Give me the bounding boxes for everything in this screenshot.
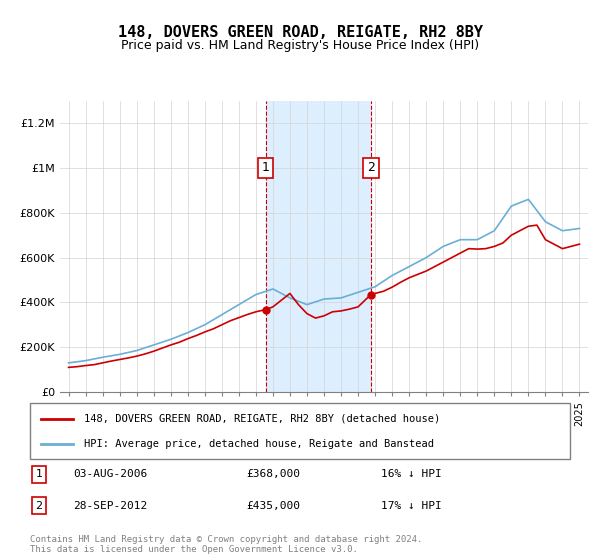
Text: 148, DOVERS GREEN ROAD, REIGATE, RH2 8BY: 148, DOVERS GREEN ROAD, REIGATE, RH2 8BY [118,25,482,40]
Text: Price paid vs. HM Land Registry's House Price Index (HPI): Price paid vs. HM Land Registry's House … [121,39,479,52]
Text: Contains HM Land Registry data © Crown copyright and database right 2024.
This d: Contains HM Land Registry data © Crown c… [30,535,422,554]
Text: 148, DOVERS GREEN ROAD, REIGATE, RH2 8BY (detached house): 148, DOVERS GREEN ROAD, REIGATE, RH2 8BY… [84,414,440,424]
Text: £435,000: £435,000 [246,501,300,511]
Bar [266,101,371,392]
FancyBboxPatch shape [30,403,570,459]
Text: £368,000: £368,000 [246,469,300,479]
Text: 17% ↓ HPI: 17% ↓ HPI [381,501,442,511]
Text: 1: 1 [262,161,269,175]
Text: 1: 1 [35,469,43,479]
Text: 16% ↓ HPI: 16% ↓ HPI [381,469,442,479]
Text: HPI: Average price, detached house, Reigate and Banstead: HPI: Average price, detached house, Reig… [84,438,434,449]
Text: 03-AUG-2006: 03-AUG-2006 [73,469,148,479]
Text: 2: 2 [367,161,375,175]
Text: 28-SEP-2012: 28-SEP-2012 [73,501,148,511]
Text: 2: 2 [35,501,43,511]
